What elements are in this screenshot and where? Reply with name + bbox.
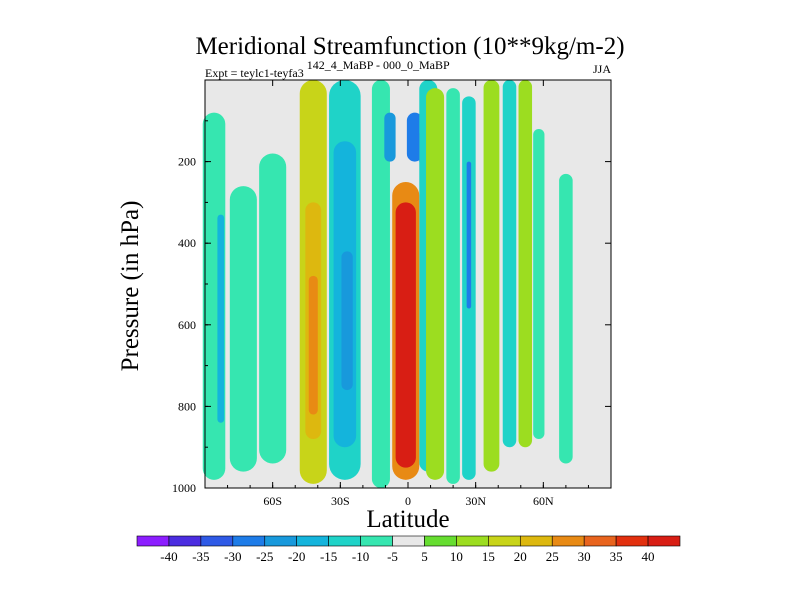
contour-region — [426, 88, 445, 480]
y-tick-label: 400 — [178, 236, 196, 250]
experiment-period: 142_4_MaBP - 000_0_MaBP — [307, 58, 450, 72]
colorbar-label: -5 — [387, 549, 398, 564]
colorbar-swatch — [232, 535, 266, 547]
colorbar-label: 40 — [642, 549, 655, 564]
colorbar-swatch — [328, 535, 361, 547]
x-axis: 60S 30S 0 30N 60N — [204, 80, 612, 508]
colorbar-label: 30 — [578, 549, 591, 564]
colorbar-label: -40 — [160, 549, 177, 564]
contour-regions — [202, 80, 573, 488]
colorbar-label: 15 — [482, 549, 495, 564]
x-tick-label: 60N — [533, 494, 554, 508]
colorbar-label: -30 — [224, 549, 241, 564]
contour-region — [384, 112, 396, 162]
colorbar-label: 20 — [514, 549, 527, 564]
colorbar-swatch — [551, 535, 585, 547]
colorbar-swatch — [136, 535, 170, 547]
contour-region — [406, 112, 423, 162]
colorbar-label: 35 — [610, 549, 623, 564]
contour-region — [217, 214, 225, 423]
colorbar-swatch — [647, 535, 681, 547]
experiment-label: Expt = teylc1-teyfa3 142_4_MaBP - 000_0_… — [205, 58, 450, 80]
colorbar-swatch — [424, 535, 457, 547]
x-axis-title: Latitude — [366, 506, 449, 533]
plot-area: 60S 30S 0 30N 60N 200 400 600 800 1000 — [172, 79, 612, 508]
colorbar-swatch — [456, 535, 489, 547]
chart-title: Meridional Streamfunction (10**9kg/m-2) — [195, 33, 624, 60]
colorbar-swatch — [392, 535, 425, 547]
season-label: JJA — [593, 62, 611, 76]
colorbar-label: 10 — [450, 549, 463, 564]
contour-region — [371, 80, 390, 488]
x-tick-label: 30S — [331, 494, 350, 508]
contour-region — [533, 128, 545, 440]
colorbar-label: 5 — [421, 549, 428, 564]
colorbar-label: -15 — [320, 549, 337, 564]
experiment-name: Expt = teylc1-teyfa3 — [205, 66, 304, 80]
x-tick-label: 0 — [405, 494, 411, 508]
colorbar-swatch — [519, 535, 553, 547]
y-axis-title: Pressure (in hPa) — [117, 201, 144, 372]
colorbar-swatch — [488, 535, 521, 547]
contour-region — [502, 80, 517, 448]
colorbar-swatch — [583, 535, 617, 547]
y-tick-label: 600 — [178, 318, 196, 332]
x-tick-label: 60S — [263, 494, 282, 508]
contour-region — [229, 186, 257, 472]
y-axis: 200 400 600 800 1000 — [172, 120, 611, 495]
y-tick-label: 200 — [178, 155, 196, 169]
contour-region — [395, 202, 416, 468]
x-tick-label: 30N — [465, 494, 486, 508]
colorbar-swatch — [360, 535, 393, 547]
contour-region — [483, 80, 500, 472]
colorbar: -40 -35 -30 -25 -20 -15 -10 -5 5 10 15 20 25 30 35 40 — [136, 535, 681, 564]
contour-region — [518, 80, 533, 448]
y-tick-label: 1000 — [172, 481, 196, 495]
colorbar-swatch — [615, 535, 649, 547]
colorbar-swatch — [200, 535, 234, 547]
y-tick-label: 800 — [178, 399, 196, 413]
colorbar-label: -35 — [192, 549, 209, 564]
colorbar-swatch — [296, 535, 329, 547]
contour-region — [466, 161, 472, 309]
contour-region — [446, 88, 460, 484]
colorbar-swatch — [264, 535, 298, 547]
colorbar-label: -20 — [288, 549, 305, 564]
colorbar-label: -10 — [352, 549, 369, 564]
colorbar-swatch — [168, 535, 202, 547]
contour-region — [308, 275, 318, 415]
contour-region — [559, 173, 573, 464]
colorbar-label: 25 — [546, 549, 559, 564]
contour-region — [341, 251, 353, 391]
colorbar-label: -25 — [256, 549, 273, 564]
contour-region — [259, 153, 287, 464]
